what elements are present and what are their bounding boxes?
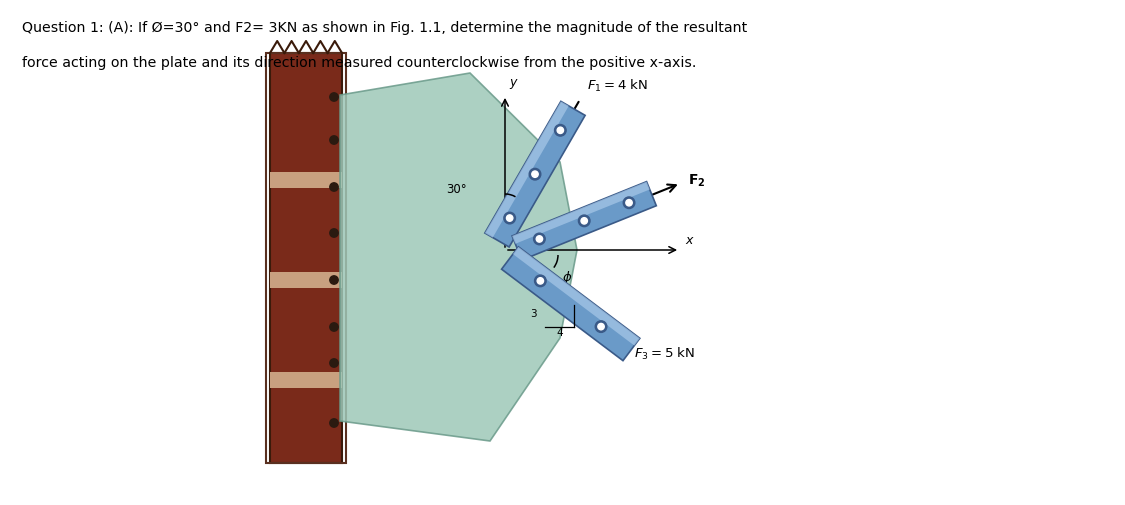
Circle shape <box>330 136 339 145</box>
Circle shape <box>595 321 606 333</box>
Polygon shape <box>340 74 577 441</box>
Circle shape <box>330 419 339 427</box>
Text: x: x <box>685 233 692 246</box>
Text: $\mathbf{F_2}$: $\mathbf{F_2}$ <box>687 172 705 188</box>
Bar <box>270 372 342 388</box>
Text: 4: 4 <box>556 327 562 337</box>
Circle shape <box>330 323 339 332</box>
Circle shape <box>506 216 513 222</box>
Polygon shape <box>485 102 569 238</box>
Circle shape <box>330 93 339 102</box>
Circle shape <box>555 125 566 137</box>
Circle shape <box>533 234 546 245</box>
Text: 3: 3 <box>530 308 537 318</box>
Text: force acting on the plate and its direction measured counterclockwise from the p: force acting on the plate and its direct… <box>22 56 696 70</box>
Text: $F_1 = 4$ kN: $F_1 = 4$ kN <box>587 78 648 94</box>
Bar <box>266 54 346 463</box>
Circle shape <box>504 213 515 224</box>
Text: $\phi$: $\phi$ <box>561 269 573 285</box>
Circle shape <box>529 169 541 181</box>
Text: Question 1: (A): If Ø=30° and F2= 3KN as shown in Fig. 1.1, determine the magnit: Question 1: (A): If Ø=30° and F2= 3KN as… <box>22 21 747 35</box>
Bar <box>270 273 342 288</box>
Circle shape <box>580 218 587 225</box>
Circle shape <box>623 197 634 209</box>
Circle shape <box>626 200 632 207</box>
Polygon shape <box>502 247 640 361</box>
Circle shape <box>597 324 604 330</box>
Text: $F_3 = 5$ kN: $F_3 = 5$ kN <box>634 345 695 362</box>
Circle shape <box>532 172 538 178</box>
Bar <box>270 54 342 463</box>
Polygon shape <box>512 182 650 244</box>
Circle shape <box>330 229 339 238</box>
Circle shape <box>534 276 546 287</box>
Polygon shape <box>513 247 640 346</box>
Circle shape <box>330 183 339 192</box>
Circle shape <box>330 276 339 285</box>
Text: y: y <box>508 76 516 89</box>
Polygon shape <box>485 102 585 247</box>
Circle shape <box>330 359 339 368</box>
Circle shape <box>578 216 590 227</box>
Text: 5: 5 <box>564 300 570 310</box>
Bar <box>270 173 342 189</box>
Polygon shape <box>512 182 656 261</box>
Text: 30°: 30° <box>447 183 467 195</box>
Circle shape <box>537 236 542 243</box>
Circle shape <box>557 128 564 134</box>
Circle shape <box>537 278 543 284</box>
